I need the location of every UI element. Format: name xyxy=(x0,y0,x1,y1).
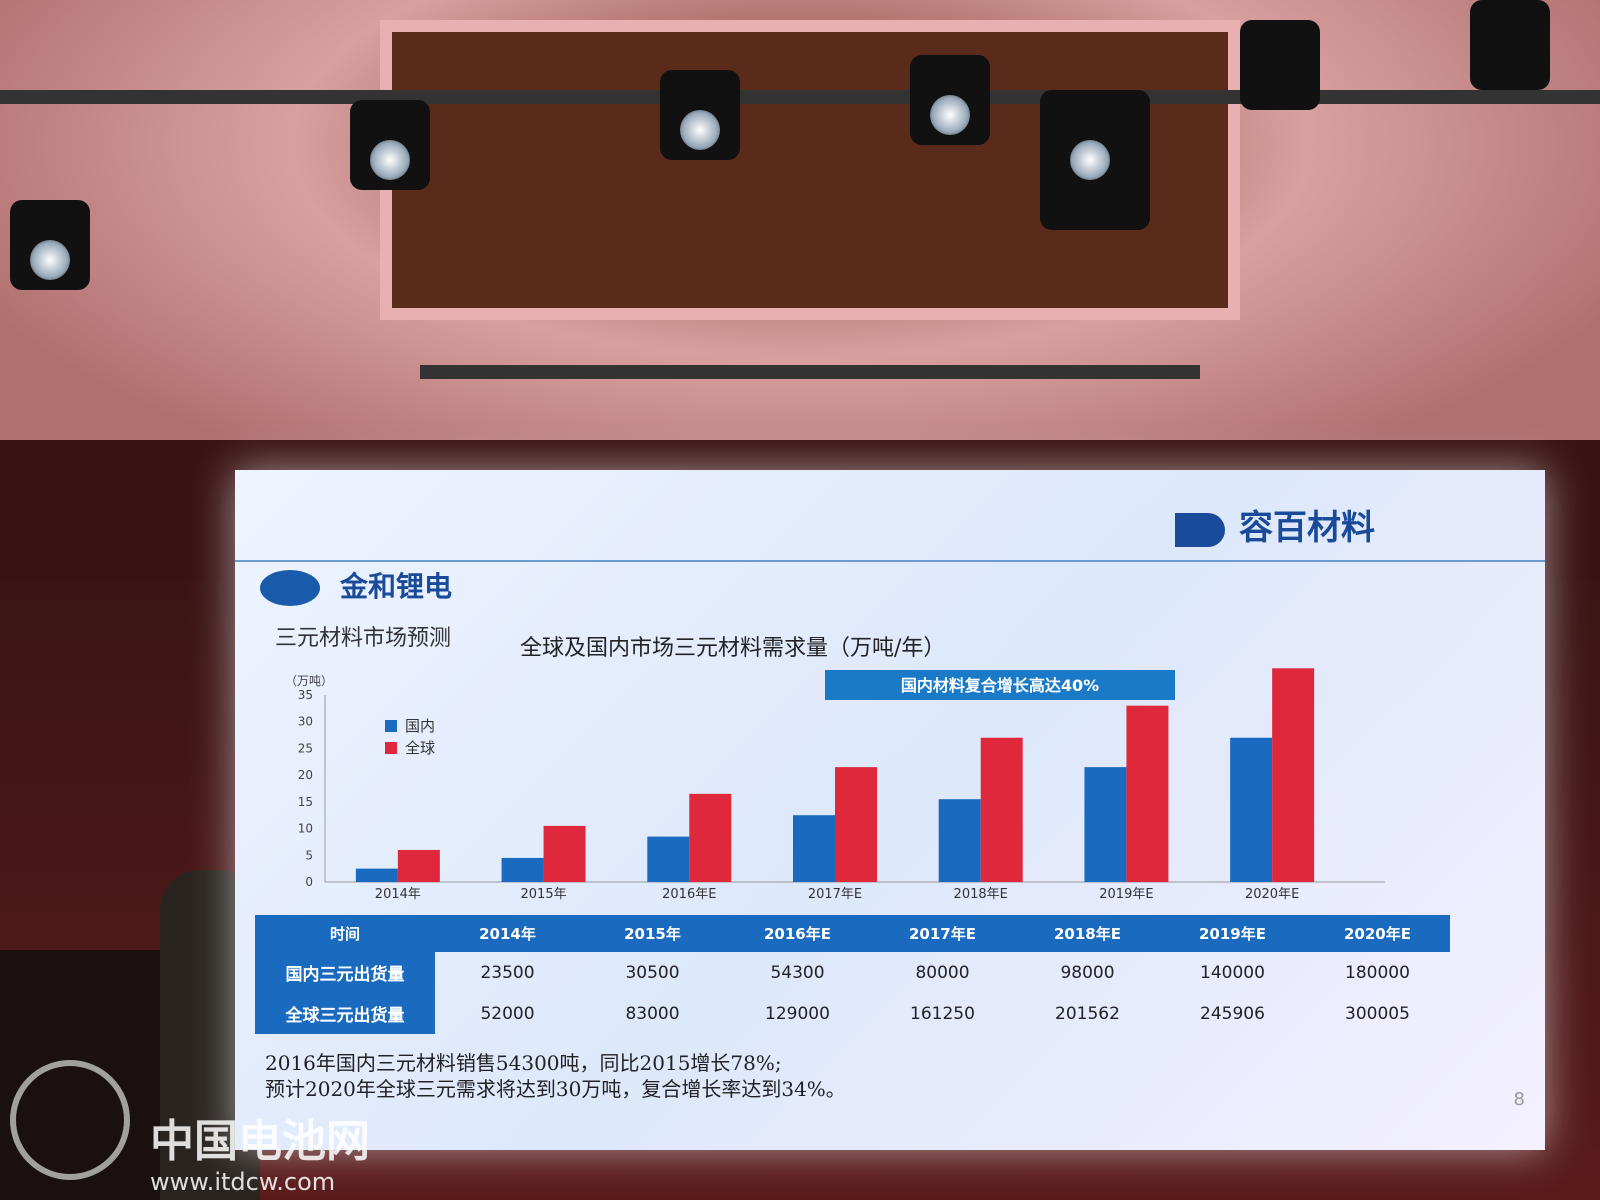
table-cell: 30500 xyxy=(625,962,680,983)
divider xyxy=(235,560,1545,562)
table-cell: 180000 xyxy=(1345,962,1410,983)
lighting-truss xyxy=(420,365,1200,379)
stage-light xyxy=(910,55,990,145)
footnotes: 2016年国内三元材料销售54300吨，同比2015增长78%; 预计2020年… xyxy=(265,1050,846,1102)
table-header-cell: 2019年E xyxy=(1160,915,1305,952)
stage-light xyxy=(350,100,430,190)
bar-global xyxy=(1126,705,1169,882)
stage-light xyxy=(10,200,90,290)
y-tick-label: 5 xyxy=(305,848,313,862)
bar-domestic xyxy=(1084,767,1127,882)
table-header-cell: 2014年 xyxy=(435,915,580,952)
y-axis-label: （万吨） xyxy=(285,674,333,688)
bar-domestic xyxy=(1230,737,1273,882)
watermark-name: 中国电池网 xyxy=(150,1116,370,1167)
table-row: 国内三元出货量 23500 30500 54300 80000 98000 140000 18… xyxy=(255,952,1450,993)
table-cell: 83000 xyxy=(625,1003,680,1024)
stage-light xyxy=(1470,0,1550,90)
table-cell: 129000 xyxy=(765,1003,830,1024)
table-header-cell: 时间 xyxy=(255,915,435,952)
bar-chart: （万吨） 0 5 10 15 20 25 30 35 2014年 2015年 2016年E 2017年E… xyxy=(285,668,1385,902)
lighting-truss xyxy=(0,90,1600,104)
data-table: 时间 2014年 2015年 2016年E 2017年E 2018年E 2019年E 2020… xyxy=(255,915,1450,1034)
table-cell: 80000 xyxy=(915,962,970,983)
bar-domestic xyxy=(793,815,835,882)
x-tick-label: 2017年E xyxy=(808,887,862,902)
x-tick-label: 2014年 xyxy=(375,887,421,902)
legend-label: 全球 xyxy=(405,739,435,757)
table-header-cell: 2017年E xyxy=(870,915,1015,952)
table-cell: 245906 xyxy=(1200,1003,1265,1024)
table-header-cell: 2015年 xyxy=(580,915,725,952)
stage-light xyxy=(1240,20,1320,110)
ceiling xyxy=(0,0,1600,480)
legend-swatch xyxy=(385,720,397,732)
bar-global xyxy=(689,793,732,882)
bar-domestic xyxy=(355,868,398,882)
table-row: 全球三元出货量 52000 83000 129000 161250 201562 24590… xyxy=(255,993,1450,1034)
row-label: 国内三元出货量 xyxy=(255,952,435,993)
bar-domestic xyxy=(938,799,981,882)
watermark-url: www.itdcw.com xyxy=(150,1168,336,1196)
bar-global xyxy=(980,737,1023,882)
chart-title: 全球及国内市场三元材料需求量（万吨/年） xyxy=(520,636,946,661)
y-tick-label: 30 xyxy=(298,715,313,729)
table-cell: 300005 xyxy=(1345,1003,1410,1024)
watermark-logo xyxy=(10,1060,130,1180)
logo-jinhe: 金和锂电 xyxy=(260,565,452,606)
table-header-cell: 2016年E xyxy=(725,915,870,952)
table-header-cell: 2018年E xyxy=(1015,915,1160,952)
y-tick-label: 15 xyxy=(298,795,313,809)
bar-global xyxy=(397,849,440,882)
stage-light xyxy=(660,70,740,160)
table-cell: 54300 xyxy=(770,962,825,983)
x-tick-label: 2019年E xyxy=(1099,887,1153,902)
table-cell: 98000 xyxy=(1060,962,1115,983)
table-cell: 23500 xyxy=(480,962,535,983)
x-tick-label: 2018年E xyxy=(954,887,1008,902)
y-tick-label: 0 xyxy=(305,875,313,889)
y-tick-label: 35 xyxy=(298,688,313,702)
table-cell: 52000 xyxy=(480,1003,535,1024)
presentation-slide: 容百材料 金和锂电 三元材料市场预测 全球及国内市场三元材料需求量（万吨/年） … xyxy=(235,470,1545,1150)
annotation-box xyxy=(825,670,1175,700)
legend-swatch xyxy=(385,742,397,754)
logo-rongbai: 容百材料 xyxy=(1175,500,1375,549)
stage-light xyxy=(1040,90,1150,230)
x-tick-label: 2015年 xyxy=(521,887,567,902)
y-tick-label: 25 xyxy=(298,741,313,755)
table-header-row: 时间 2014年 2015年 2016年E 2017年E 2018年E 2019年E 2020… xyxy=(255,915,1450,952)
row-label: 全球三元出货量 xyxy=(255,993,435,1034)
x-tick-label: 2020年E xyxy=(1245,887,1299,902)
table-cell: 201562 xyxy=(1055,1003,1120,1024)
footnote: 2016年国内三元材料销售54300吨，同比2015增长78%; xyxy=(265,1051,782,1075)
footnote: 预计2020年全球三元需求将达到30万吨，复合增长率达到34%。 xyxy=(265,1077,846,1101)
bar-domestic xyxy=(501,857,544,882)
bar-global xyxy=(543,825,586,882)
table-cell: 161250 xyxy=(910,1003,975,1024)
x-tick-label: 2016年E xyxy=(662,887,716,902)
table-header-cell: 2020年E xyxy=(1305,915,1450,952)
bar-global xyxy=(1272,668,1315,882)
y-tick-label: 20 xyxy=(298,768,313,782)
table-cell: 140000 xyxy=(1200,962,1265,983)
bar-domestic xyxy=(647,836,690,882)
section-title: 三元材料市场预测 xyxy=(275,626,452,651)
annotation-text: 国内材料复合增长高达40% xyxy=(901,676,1099,695)
y-tick-label: 10 xyxy=(298,822,313,836)
bar-global xyxy=(835,767,877,882)
legend-label: 国内 xyxy=(405,717,435,735)
page-number: 8 xyxy=(1513,1089,1525,1110)
